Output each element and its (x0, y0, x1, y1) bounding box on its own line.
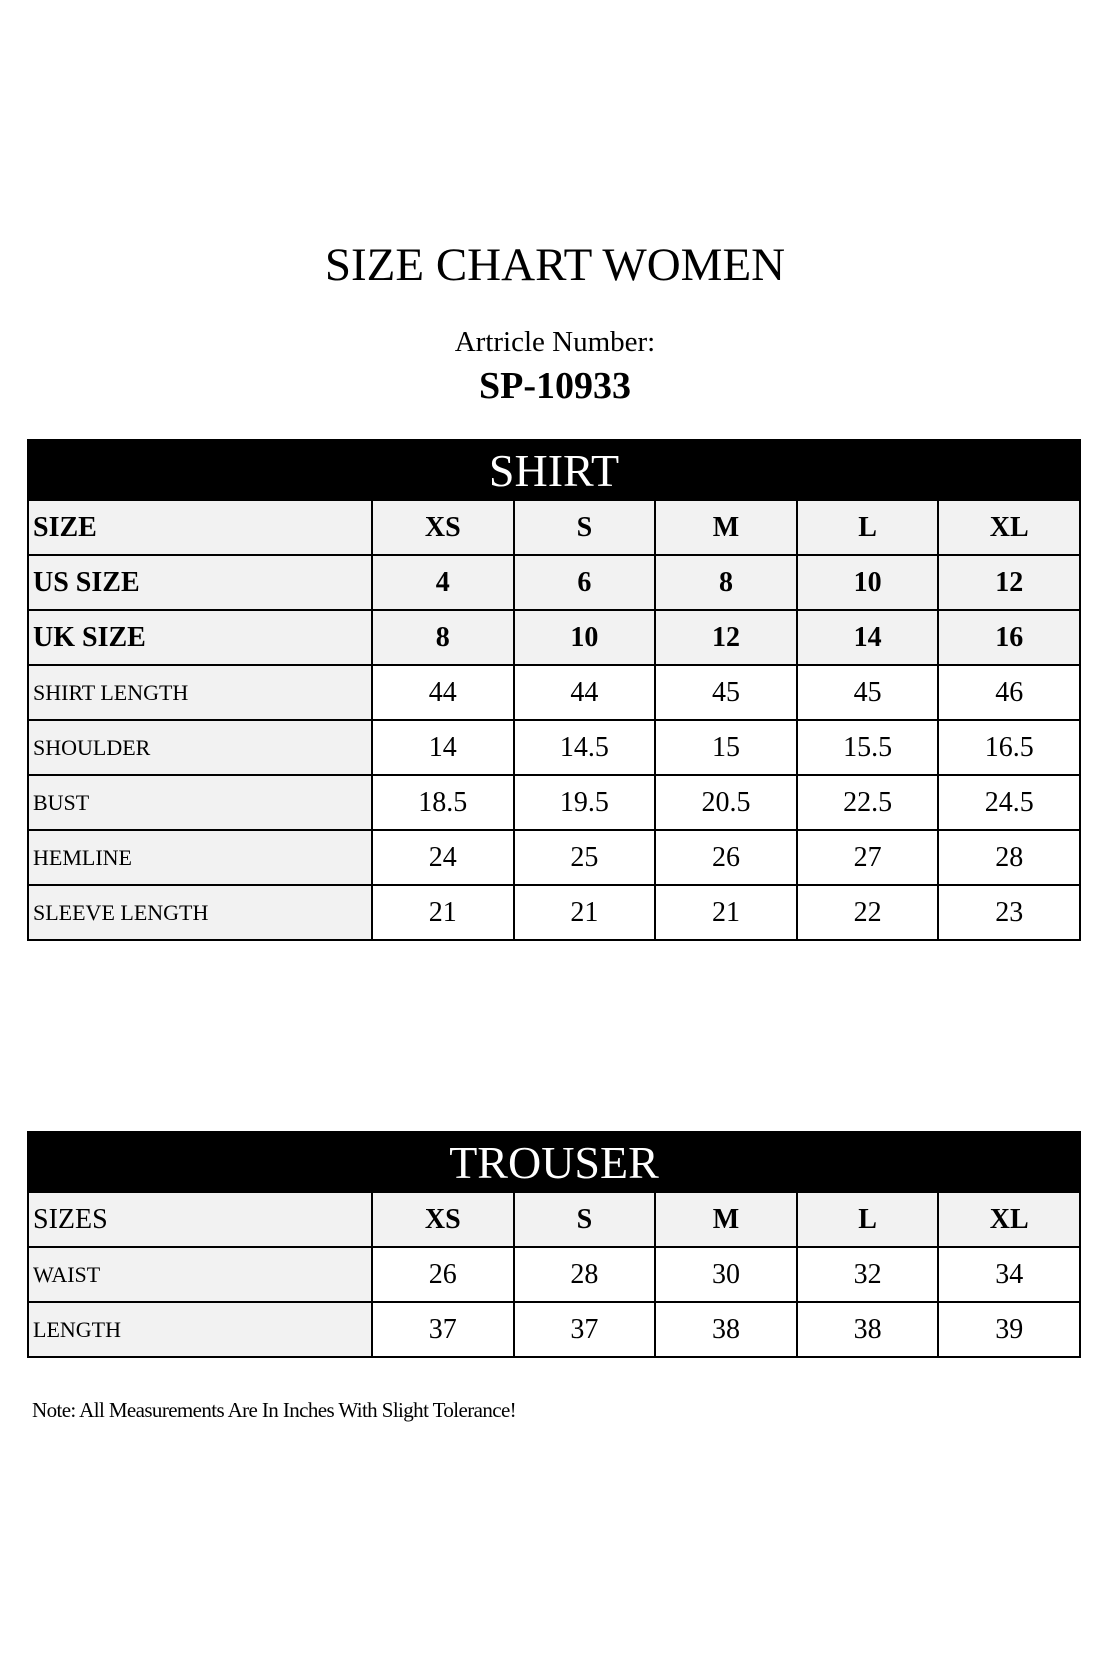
cell-value: 45 (795, 664, 940, 721)
measurement-row: SHIRT LENGTH 44 44 45 45 46 (27, 664, 1081, 721)
cell-value: 25 (512, 829, 657, 886)
cell-value: XL (937, 1191, 1081, 1248)
cell-value: 21 (371, 884, 515, 941)
cell-value: XL (937, 499, 1081, 556)
cell-value: M (654, 1191, 798, 1248)
size-header-row: SIZE XS S M L XL (27, 499, 1081, 556)
cell-value: 28 (937, 829, 1081, 886)
cell-value: S (512, 499, 657, 556)
cell-value: 38 (654, 1301, 798, 1358)
cell-value: 34 (937, 1246, 1081, 1303)
measurement-note: Note: All Measurements Are In Inches Wit… (32, 1398, 517, 1422)
cell-value: 19.5 (512, 774, 657, 831)
cell-value: 26 (371, 1246, 515, 1303)
cell-value: 14.5 (512, 719, 657, 776)
trouser-heading-row: TROUSER (27, 1131, 1081, 1193)
cell-value: 8 (654, 554, 798, 611)
cell-value: 38 (795, 1301, 940, 1358)
cell-value: 16 (937, 609, 1081, 666)
measurement-row: SHOULDER 14 14.5 15 15.5 16.5 (27, 719, 1081, 776)
row-label: SHOULDER (27, 719, 373, 776)
cell-value: 22.5 (795, 774, 940, 831)
cell-value: 10 (512, 609, 657, 666)
row-label: BUST (27, 774, 373, 831)
cell-value: 18.5 (371, 774, 515, 831)
trouser-size-table: TROUSER SIZES XS S M L XL WAIST 26 28 30 32 34 LENGTH… (27, 1131, 1081, 1358)
row-label: SIZE (27, 499, 373, 556)
cell-value: 21 (512, 884, 657, 941)
cell-value: 39 (937, 1301, 1081, 1358)
cell-value: 14 (795, 609, 940, 666)
shirt-heading: SHIRT (27, 439, 1081, 501)
cell-value: 12 (654, 609, 798, 666)
cell-value: L (795, 1191, 940, 1248)
cell-value: 23 (937, 884, 1081, 941)
cell-value: 44 (371, 664, 515, 721)
cell-value: 37 (512, 1301, 657, 1358)
size-header-row: UK SIZE 8 10 12 14 16 (27, 609, 1081, 666)
cell-value: 26 (654, 829, 798, 886)
cell-value: 37 (371, 1301, 515, 1358)
measurement-row: SLEEVE LENGTH 21 21 21 22 23 (27, 884, 1081, 941)
cell-value: M (654, 499, 798, 556)
row-label: HEMLINE (27, 829, 373, 886)
cell-value: XS (371, 1191, 515, 1248)
shirt-heading-row: SHIRT (27, 439, 1081, 501)
cell-value: 44 (512, 664, 657, 721)
cell-value: 24 (371, 829, 515, 886)
cell-value: 46 (937, 664, 1081, 721)
page-title: SIZE CHART WOMEN (324, 239, 786, 291)
row-label: US SIZE (27, 554, 373, 611)
trouser-heading: TROUSER (27, 1131, 1081, 1193)
cell-value: 12 (937, 554, 1081, 611)
shirt-size-table: SHIRT SIZE XS S M L XL US SIZE 4 6 8 10 12 UK SIZE 8 10… (27, 439, 1081, 941)
row-label: LENGTH (27, 1301, 373, 1358)
cell-value: 8 (371, 609, 515, 666)
measurement-row: LENGTH 37 37 38 38 39 (27, 1301, 1081, 1358)
cell-value: 10 (795, 554, 940, 611)
cell-value: 24.5 (937, 774, 1081, 831)
cell-value: 20.5 (654, 774, 798, 831)
article-number-label: Artricle Number: (454, 326, 656, 358)
cell-value: L (795, 499, 940, 556)
row-label: WAIST (27, 1246, 373, 1303)
measurement-row: HEMLINE 24 25 26 27 28 (27, 829, 1081, 886)
row-label: SLEEVE LENGTH (27, 884, 373, 941)
cell-value: 14 (371, 719, 515, 776)
cell-value: 15.5 (795, 719, 940, 776)
size-header-row: SIZES XS S M L XL (27, 1191, 1081, 1248)
measurement-row: BUST 18.5 19.5 20.5 22.5 24.5 (27, 774, 1081, 831)
cell-value: 16.5 (937, 719, 1081, 776)
cell-value: 27 (795, 829, 940, 886)
cell-value: 22 (795, 884, 940, 941)
cell-value: S (512, 1191, 657, 1248)
measurement-row: WAIST 26 28 30 32 34 (27, 1246, 1081, 1303)
cell-value: 6 (512, 554, 657, 611)
cell-value: 4 (371, 554, 515, 611)
cell-value: 32 (795, 1246, 940, 1303)
cell-value: XS (371, 499, 515, 556)
cell-value: 30 (654, 1246, 798, 1303)
cell-value: 21 (654, 884, 798, 941)
row-label: SHIRT LENGTH (27, 664, 373, 721)
article-number: SP-10933 (479, 365, 631, 407)
row-label: SIZES (27, 1191, 373, 1248)
cell-value: 28 (512, 1246, 657, 1303)
cell-value: 45 (654, 664, 798, 721)
row-label: UK SIZE (27, 609, 373, 666)
size-header-row: US SIZE 4 6 8 10 12 (27, 554, 1081, 611)
cell-value: 15 (654, 719, 798, 776)
